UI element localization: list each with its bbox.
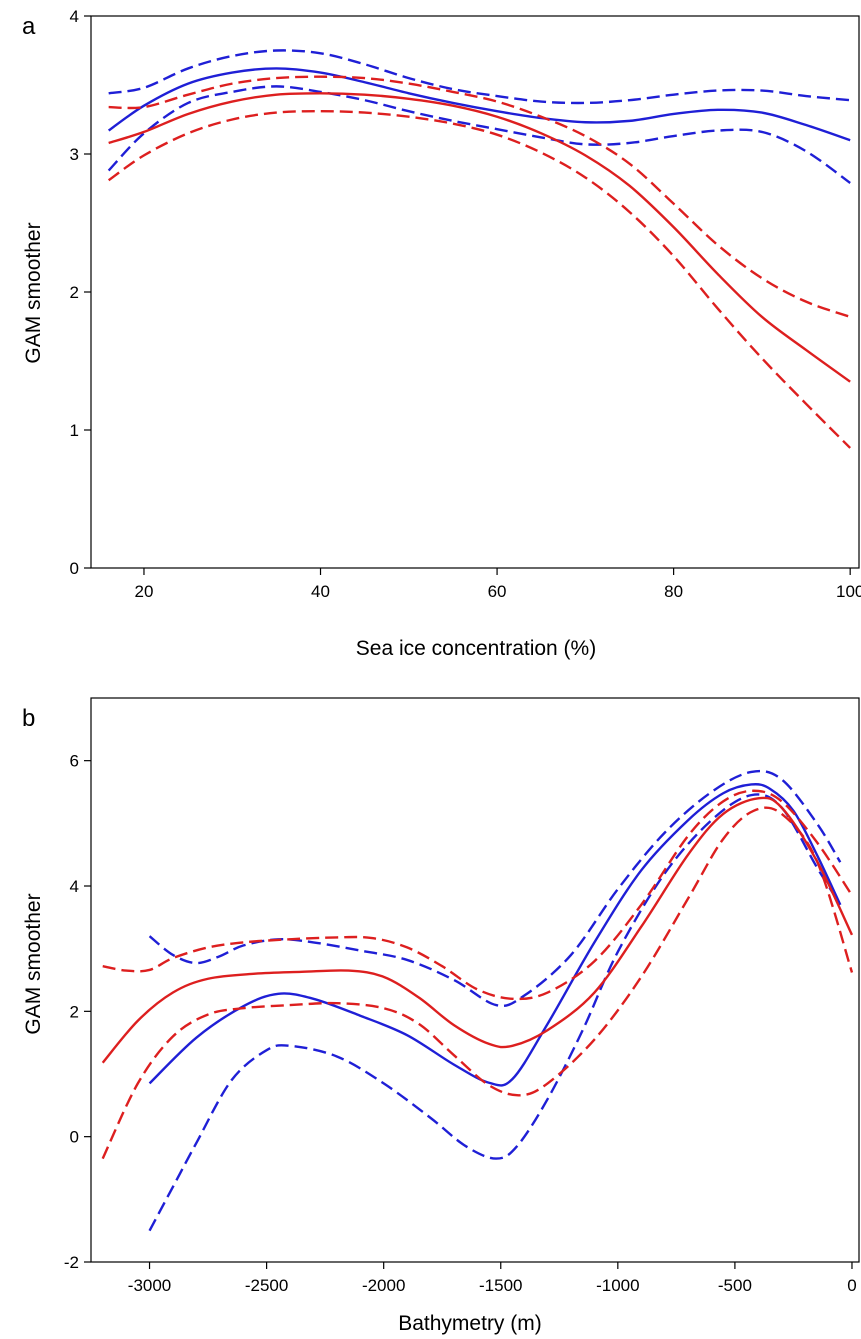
panel-a-x-tick-label: 60: [488, 582, 507, 601]
panel-b-x-tick-label: -2000: [362, 1276, 405, 1295]
panel-a-blue-dashed-line-1: [108, 49, 851, 105]
panel-b-blue-solid-line-0: [148, 783, 842, 1087]
panel-b-y-tick-label: 0: [70, 1128, 79, 1147]
panel-a-blue-solid-line-0: [107, 67, 851, 142]
panel-b-x-tick-label: -1000: [596, 1276, 639, 1295]
panel-a-series-group: [107, 49, 852, 449]
panel-a-y-tick-label: 1: [70, 421, 79, 440]
panel-b-blue-dashed-line-1: [148, 769, 842, 1008]
panel-b-x-tick-label: 0: [847, 1276, 856, 1295]
panel-a-y-tick-label: 2: [70, 283, 79, 302]
panel-a-x-tick-label: 100: [836, 582, 861, 601]
panel-b-x-tick-label: -3000: [128, 1276, 171, 1295]
panel-b-red-dashed-line-4: [102, 789, 853, 1001]
panel-a-y-tick-label: 0: [70, 559, 79, 578]
panel-a-y-tick-label: 3: [70, 145, 79, 164]
panel-a-x-tick-label: 40: [311, 582, 330, 601]
panel-a-x-axis-title: Sea ice concentration (%): [356, 637, 596, 660]
panel-a: a Sea ice concentration (%) GAM smoother…: [22, 7, 861, 660]
panel-b-y-axis-title: GAM smoother: [22, 893, 45, 1034]
panel-a-plot-frame: [90, 15, 860, 569]
panel-b-y-tick-label: 2: [70, 1002, 79, 1021]
panel-b-blue-dashed-line-2: [148, 793, 842, 1232]
panel-b-x-tick-label: -1500: [479, 1276, 522, 1295]
panel-b-x-axis-title: Bathymetry (m): [398, 1312, 542, 1335]
panel-b-red-solid-line-3: [101, 796, 854, 1064]
panel-b-x-tick-label: -500: [718, 1276, 752, 1295]
panel-b-y-tick-label: 4: [70, 877, 79, 896]
panel-a-red-solid-line-3: [108, 92, 851, 383]
panel-a-y-axis-title: GAM smoother: [22, 222, 45, 363]
panel-a-red-dashed-line-5: [107, 110, 852, 449]
panel-a-x-tick-label: 80: [664, 582, 683, 601]
panel-b: b Bathymetry (m) GAM smoother -3000 -2500…: [22, 697, 860, 1335]
panel-a-letter: a: [22, 13, 36, 40]
panel-a-red-dashed-line-4: [108, 75, 851, 318]
panel-a-blue-dashed-line-2: [107, 85, 851, 184]
panel-b-x-tick-label: -2500: [245, 1276, 288, 1295]
panel-b-y-tick-label: -2: [64, 1253, 79, 1272]
panel-b-plot-frame: [90, 697, 860, 1263]
panel-b-series-group: [101, 769, 854, 1232]
panel-b-letter: b: [22, 705, 35, 732]
panel-b-y-tick-label: 6: [70, 752, 79, 771]
panel-b-red-dashed-line-5: [101, 806, 854, 1160]
panel-a-y-tick-label: 4: [70, 7, 79, 26]
panel-a-x-tick-label: 20: [135, 582, 154, 601]
